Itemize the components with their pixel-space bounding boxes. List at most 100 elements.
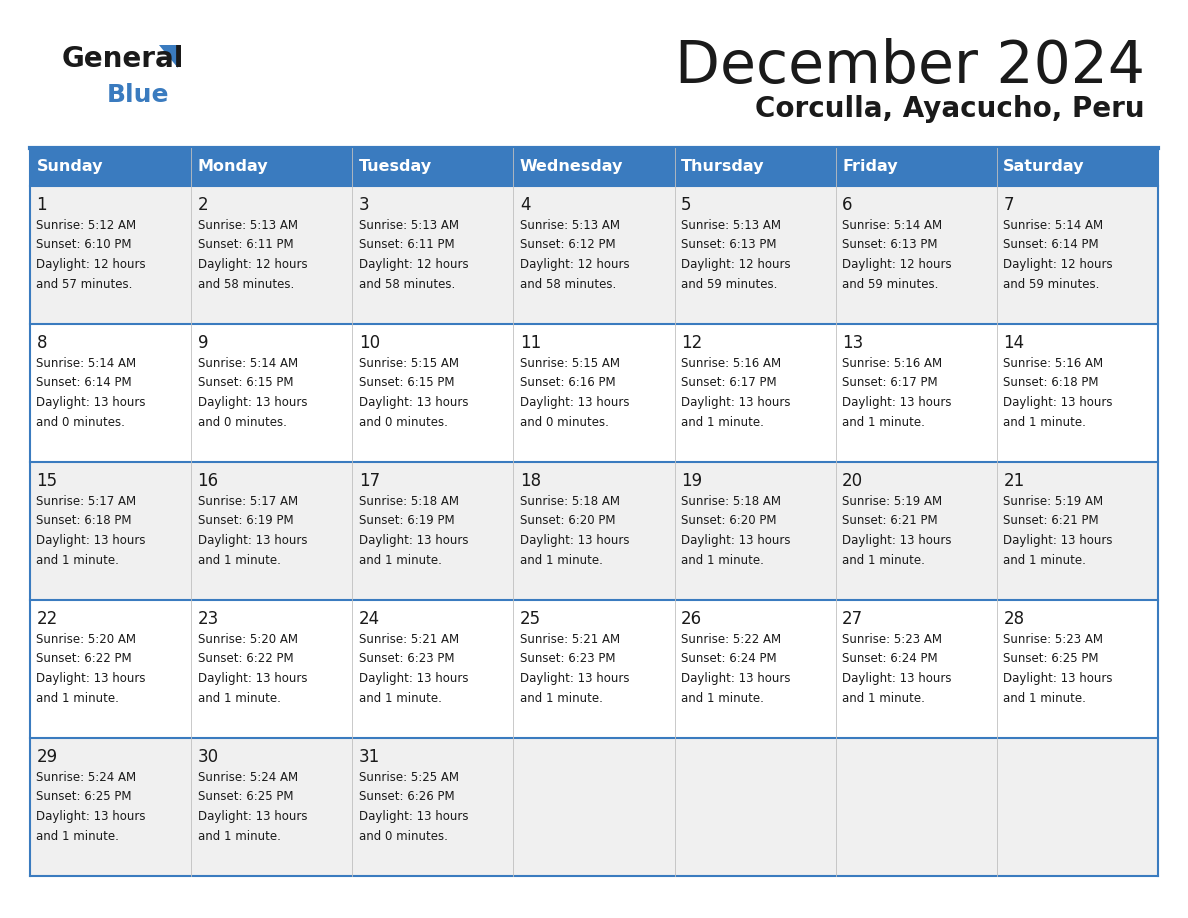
Text: Sunset: 6:24 PM: Sunset: 6:24 PM <box>681 653 777 666</box>
Text: Sunrise: 5:16 AM: Sunrise: 5:16 AM <box>842 357 942 370</box>
Text: Sunset: 6:16 PM: Sunset: 6:16 PM <box>520 376 615 389</box>
Text: 16: 16 <box>197 472 219 490</box>
Text: Daylight: 13 hours: Daylight: 13 hours <box>197 534 307 547</box>
Text: 25: 25 <box>520 610 541 628</box>
Text: Daylight: 13 hours: Daylight: 13 hours <box>520 534 630 547</box>
Text: 20: 20 <box>842 472 864 490</box>
Text: Sunrise: 5:22 AM: Sunrise: 5:22 AM <box>681 633 782 646</box>
Text: Daylight: 12 hours: Daylight: 12 hours <box>842 258 952 271</box>
Text: 21: 21 <box>1004 472 1024 490</box>
Text: 8: 8 <box>37 334 48 352</box>
Text: and 58 minutes.: and 58 minutes. <box>520 277 617 290</box>
Text: and 1 minute.: and 1 minute. <box>1004 416 1086 429</box>
Text: 13: 13 <box>842 334 864 352</box>
Text: Thursday: Thursday <box>681 160 765 174</box>
Text: and 59 minutes.: and 59 minutes. <box>681 277 777 290</box>
Text: Sunrise: 5:19 AM: Sunrise: 5:19 AM <box>1004 495 1104 508</box>
Text: Sunrise: 5:19 AM: Sunrise: 5:19 AM <box>842 495 942 508</box>
Text: and 1 minute.: and 1 minute. <box>37 691 119 704</box>
Text: 26: 26 <box>681 610 702 628</box>
Text: 15: 15 <box>37 472 57 490</box>
Text: Sunrise: 5:18 AM: Sunrise: 5:18 AM <box>681 495 781 508</box>
Text: Sunset: 6:21 PM: Sunset: 6:21 PM <box>842 514 937 528</box>
Text: Daylight: 12 hours: Daylight: 12 hours <box>1004 258 1113 271</box>
Text: Daylight: 13 hours: Daylight: 13 hours <box>37 534 146 547</box>
Text: 14: 14 <box>1004 334 1024 352</box>
Text: 9: 9 <box>197 334 208 352</box>
Text: 17: 17 <box>359 472 380 490</box>
Text: Sunrise: 5:13 AM: Sunrise: 5:13 AM <box>359 219 459 232</box>
Text: Saturday: Saturday <box>1004 160 1085 174</box>
Text: 1: 1 <box>37 196 48 214</box>
Text: 30: 30 <box>197 748 219 766</box>
Text: 29: 29 <box>37 748 57 766</box>
Text: Daylight: 13 hours: Daylight: 13 hours <box>37 672 146 685</box>
Text: Wednesday: Wednesday <box>520 160 624 174</box>
Text: Sunset: 6:15 PM: Sunset: 6:15 PM <box>359 376 454 389</box>
Text: and 1 minute.: and 1 minute. <box>1004 691 1086 704</box>
Text: Sunset: 6:15 PM: Sunset: 6:15 PM <box>197 376 293 389</box>
Text: Sunrise: 5:14 AM: Sunrise: 5:14 AM <box>842 219 942 232</box>
Text: Sunset: 6:25 PM: Sunset: 6:25 PM <box>37 790 132 803</box>
Text: December 2024: December 2024 <box>675 38 1145 95</box>
Text: and 1 minute.: and 1 minute. <box>197 554 280 566</box>
Text: Sunrise: 5:14 AM: Sunrise: 5:14 AM <box>1004 219 1104 232</box>
Text: 24: 24 <box>359 610 380 628</box>
Text: Sunrise: 5:16 AM: Sunrise: 5:16 AM <box>1004 357 1104 370</box>
Text: Sunset: 6:19 PM: Sunset: 6:19 PM <box>359 514 454 528</box>
Text: Sunset: 6:11 PM: Sunset: 6:11 PM <box>359 239 454 252</box>
Text: 3: 3 <box>359 196 369 214</box>
Bar <box>513 148 675 186</box>
Text: Sunset: 6:23 PM: Sunset: 6:23 PM <box>520 653 615 666</box>
Text: Daylight: 13 hours: Daylight: 13 hours <box>1004 396 1113 409</box>
Text: and 59 minutes.: and 59 minutes. <box>1004 277 1100 290</box>
Text: Sunrise: 5:15 AM: Sunrise: 5:15 AM <box>359 357 459 370</box>
Text: 5: 5 <box>681 196 691 214</box>
Text: Sunset: 6:17 PM: Sunset: 6:17 PM <box>681 376 777 389</box>
Text: and 1 minute.: and 1 minute. <box>197 691 280 704</box>
Text: Daylight: 13 hours: Daylight: 13 hours <box>197 672 307 685</box>
Text: 11: 11 <box>520 334 541 352</box>
Text: 18: 18 <box>520 472 541 490</box>
Text: Daylight: 13 hours: Daylight: 13 hours <box>842 672 952 685</box>
Text: and 59 minutes.: and 59 minutes. <box>842 277 939 290</box>
Text: Sunrise: 5:21 AM: Sunrise: 5:21 AM <box>520 633 620 646</box>
Text: Daylight: 13 hours: Daylight: 13 hours <box>1004 534 1113 547</box>
Text: and 57 minutes.: and 57 minutes. <box>37 277 133 290</box>
Bar <box>191 148 353 186</box>
Text: Sunset: 6:12 PM: Sunset: 6:12 PM <box>520 239 615 252</box>
Text: Sunrise: 5:18 AM: Sunrise: 5:18 AM <box>520 495 620 508</box>
Text: Sunset: 6:18 PM: Sunset: 6:18 PM <box>1004 376 1099 389</box>
Text: Daylight: 13 hours: Daylight: 13 hours <box>520 672 630 685</box>
Text: Daylight: 13 hours: Daylight: 13 hours <box>37 396 146 409</box>
Text: and 0 minutes.: and 0 minutes. <box>37 416 125 429</box>
Text: Sunrise: 5:13 AM: Sunrise: 5:13 AM <box>197 219 297 232</box>
Bar <box>30 148 191 186</box>
Text: and 58 minutes.: and 58 minutes. <box>359 277 455 290</box>
Text: Sunset: 6:14 PM: Sunset: 6:14 PM <box>1004 239 1099 252</box>
Text: Daylight: 13 hours: Daylight: 13 hours <box>681 396 790 409</box>
Text: Daylight: 12 hours: Daylight: 12 hours <box>197 258 308 271</box>
Text: and 1 minute.: and 1 minute. <box>37 830 119 843</box>
Text: Daylight: 13 hours: Daylight: 13 hours <box>520 396 630 409</box>
Bar <box>675 148 835 186</box>
Text: Sunset: 6:22 PM: Sunset: 6:22 PM <box>37 653 132 666</box>
Text: Sunset: 6:18 PM: Sunset: 6:18 PM <box>37 514 132 528</box>
Text: Sunrise: 5:20 AM: Sunrise: 5:20 AM <box>37 633 137 646</box>
Text: Sunset: 6:20 PM: Sunset: 6:20 PM <box>681 514 777 528</box>
Polygon shape <box>159 45 178 68</box>
Text: Sunrise: 5:21 AM: Sunrise: 5:21 AM <box>359 633 459 646</box>
Text: 10: 10 <box>359 334 380 352</box>
Text: 4: 4 <box>520 196 530 214</box>
Text: Sunday: Sunday <box>37 160 103 174</box>
Text: Sunset: 6:23 PM: Sunset: 6:23 PM <box>359 653 454 666</box>
Text: Sunrise: 5:25 AM: Sunrise: 5:25 AM <box>359 771 459 784</box>
Text: and 1 minute.: and 1 minute. <box>520 554 602 566</box>
Text: and 0 minutes.: and 0 minutes. <box>359 830 448 843</box>
Text: Sunrise: 5:17 AM: Sunrise: 5:17 AM <box>197 495 298 508</box>
Text: Tuesday: Tuesday <box>359 160 432 174</box>
Text: Sunset: 6:25 PM: Sunset: 6:25 PM <box>1004 653 1099 666</box>
Text: 22: 22 <box>37 610 58 628</box>
Text: Sunset: 6:17 PM: Sunset: 6:17 PM <box>842 376 937 389</box>
Text: Sunset: 6:14 PM: Sunset: 6:14 PM <box>37 376 132 389</box>
